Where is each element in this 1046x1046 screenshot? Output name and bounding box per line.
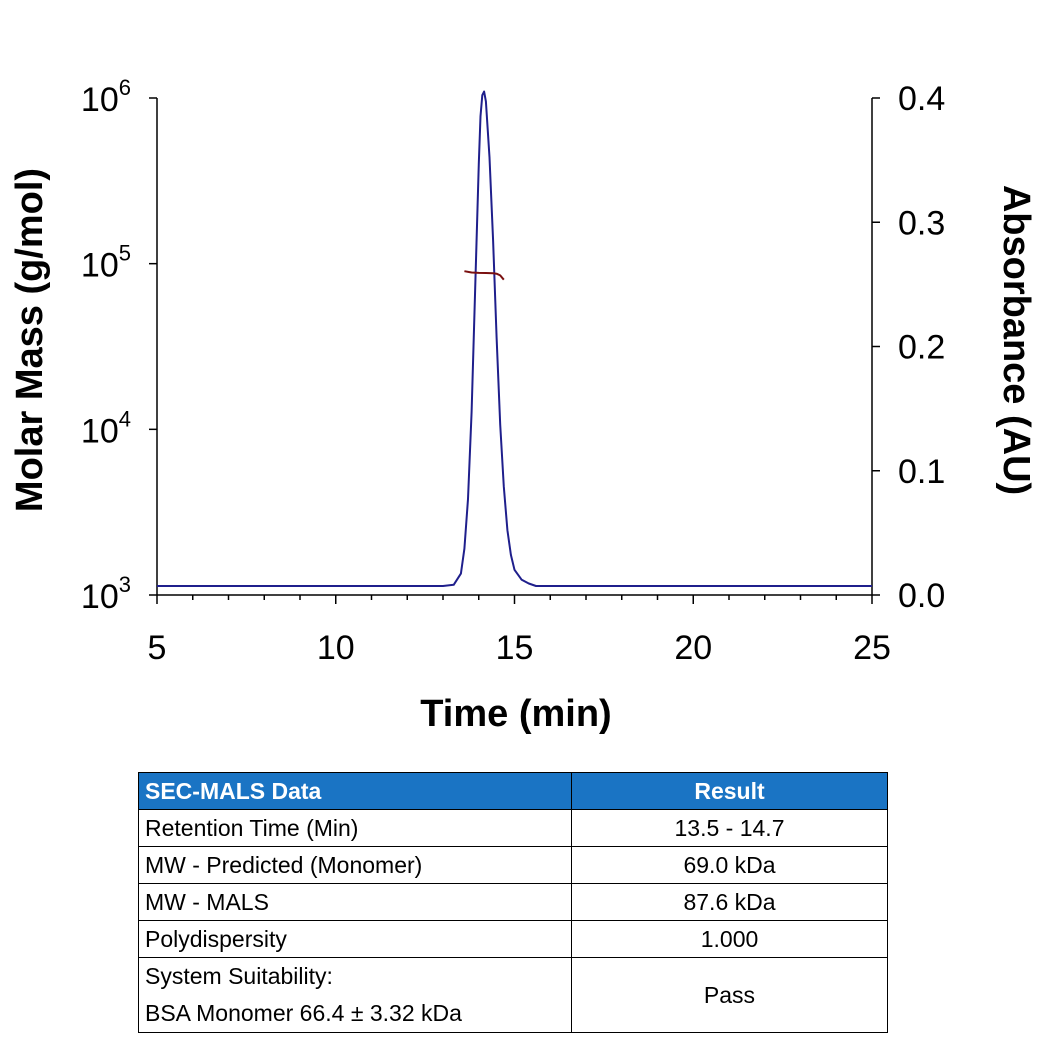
chart-axes — [156, 98, 873, 596]
y-left-tick-label: 106 — [81, 75, 131, 119]
row-label-line1: System Suitability: — [145, 963, 333, 989]
chart-series — [157, 90, 872, 587]
sec-mals-results-table: SEC-MALS Data Result Retention Time (Min… — [138, 772, 888, 1033]
table-row: Polydispersity 1.000 — [138, 920, 888, 958]
row-value: 1.000 — [571, 920, 888, 958]
y-left-axis-title: Molar Mass (g/mol) — [9, 168, 51, 512]
x-axis-title: Time (min) — [420, 693, 611, 735]
y-right-tick-label: 0.0 — [898, 577, 945, 615]
x-tick-label: 20 — [674, 629, 712, 667]
table-row: System Suitability: BSA Monomer 66.4 ± 3… — [138, 957, 888, 1033]
y-right-axis-title: Absorbance (AU) — [995, 185, 1037, 495]
row-label: Polydispersity — [138, 920, 572, 958]
y-right-tick-label: 0.4 — [898, 80, 945, 118]
x-tick-label: 10 — [317, 629, 355, 667]
row-value: Pass — [571, 957, 888, 1033]
table-header-row: SEC-MALS Data Result — [138, 772, 888, 810]
row-label: MW - MALS — [138, 883, 572, 921]
header-result: Result — [571, 772, 888, 810]
table-row: Retention Time (Min) 13.5 - 14.7 — [138, 809, 888, 847]
table-row: MW - MALS 87.6 kDa — [138, 883, 888, 921]
x-tick-label: 15 — [496, 629, 534, 667]
table-row: MW - Predicted (Monomer) 69.0 kDa — [138, 846, 888, 884]
y-right-tick-label: 0.2 — [898, 329, 945, 367]
y-right-tick-label: 0.3 — [898, 204, 945, 242]
row-label-line2: BSA Monomer 66.4 ± 3.32 kDa — [145, 1000, 462, 1026]
row-value: 87.6 kDa — [571, 883, 888, 921]
row-label: Retention Time (Min) — [138, 809, 572, 847]
row-label: System Suitability: BSA Monomer 66.4 ± 3… — [138, 957, 572, 1033]
x-tick-label: 25 — [853, 629, 891, 667]
sec-mals-chart: 5 10 15 20 25 106 105 104 103 0.4 0.3 0.2 0.1 0.0 Tim… — [9, 75, 1037, 735]
y-left-tick-label: 104 — [81, 406, 131, 450]
row-label: MW - Predicted (Monomer) — [138, 846, 572, 884]
molar-mass-line — [464, 270, 505, 281]
row-value: 13.5 - 14.7 — [571, 809, 888, 847]
x-tick-label: 5 — [148, 629, 167, 667]
y-left-tick-label: 103 — [81, 572, 131, 616]
header-sec-mals-data: SEC-MALS Data — [138, 772, 572, 810]
row-value: 69.0 kDa — [571, 846, 888, 884]
y-right-tick-label: 0.1 — [898, 453, 945, 491]
absorbance-line — [157, 90, 872, 587]
chart-ticks: 5 10 15 20 25 106 105 104 103 0.4 0.3 0.2 0.1 0.0 — [81, 75, 945, 667]
y-left-tick-label: 105 — [81, 241, 131, 285]
